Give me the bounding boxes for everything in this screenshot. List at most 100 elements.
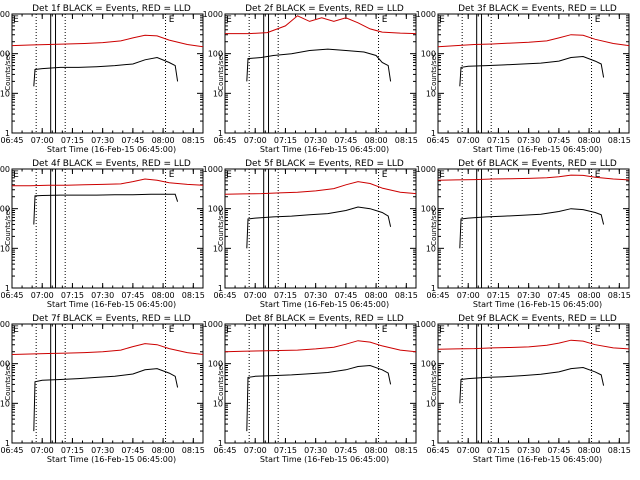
x-axis-label: Start Time (16-Feb-15 06:45:00) <box>47 145 176 154</box>
plot-frame <box>11 323 204 444</box>
y-tick-label: 10 <box>426 89 436 98</box>
x-tick-label: 06:45 <box>426 136 449 145</box>
y-tick-label: 1 <box>218 439 223 448</box>
x-tick-label: 07:00 <box>457 136 480 145</box>
x-axis-label: Start Time (16-Feb-15 06:45:00) <box>473 300 602 309</box>
x-tick-label: 07:00 <box>244 291 267 300</box>
plot-title: Det 5f BLACK = Events, RED = LLD <box>245 159 404 169</box>
detector-plot-7: Det 7f BLACK = Events, RED = LLD 06:45 07:… <box>0 314 205 464</box>
x-tick-label: 07:15 <box>274 136 297 145</box>
y-tick-label: 1000 <box>203 10 223 19</box>
x-tick-label: 07:00 <box>457 291 480 300</box>
x-axis-label: Start Time (16-Feb-15 06:45:00) <box>260 300 389 309</box>
y-tick-label: 10 <box>0 244 10 253</box>
x-tick-label: 07:30 <box>517 446 540 455</box>
y-tick-label: 10 <box>426 244 436 253</box>
series-line-lld <box>11 343 204 355</box>
series-line-events <box>33 368 179 432</box>
e-marker: E <box>13 170 19 180</box>
y-tick-label: 1000 <box>416 320 436 329</box>
y-tick-label: 100 <box>208 205 223 214</box>
e-marker: E <box>13 15 19 25</box>
series-line-lld <box>224 181 417 195</box>
e-marker: E <box>169 15 175 25</box>
x-tick-label: 06:45 <box>426 291 449 300</box>
y-tick-label: 10 <box>0 89 10 98</box>
x-tick-label: 08:15 <box>182 136 205 145</box>
y-tick-label: 1 <box>431 284 436 293</box>
e-marker: E <box>169 325 175 335</box>
x-tick-label: 07:00 <box>244 136 267 145</box>
plot-frame <box>11 13 204 134</box>
x-axis-label: Start Time (16-Feb-15 06:45:00) <box>473 145 602 154</box>
x-tick-label: 07:15 <box>61 136 84 145</box>
x-tick-label: 07:30 <box>91 291 114 300</box>
e-marker: E <box>595 325 601 335</box>
plot-title: Det 2f BLACK = Events, RED = LLD <box>245 4 404 14</box>
y-tick-label: 100 <box>0 50 10 59</box>
plot-title: Det 1f BLACK = Events, RED = LLD <box>32 4 191 14</box>
plot-title: Det 4f BLACK = Events, RED = LLD <box>32 159 191 169</box>
y-axis-label: Counts/sec <box>430 52 438 91</box>
y-tick-label: 100 <box>421 50 436 59</box>
detector-plot-5: Det 5f BLACK = Events, RED = LLD 06:45 07:… <box>203 159 418 309</box>
x-tick-label: 06:45 <box>0 136 23 145</box>
x-tick-label: 07:45 <box>547 446 570 455</box>
y-tick-label: 1 <box>5 284 10 293</box>
x-tick-label: 07:45 <box>334 291 357 300</box>
x-tick-label: 06:45 <box>213 446 236 455</box>
x-tick-label: 07:30 <box>517 291 540 300</box>
x-tick-label: 07:45 <box>547 136 570 145</box>
y-axis-label: Counts/sec <box>4 362 12 401</box>
plot-title: Det 8f BLACK = Events, RED = LLD <box>245 314 404 324</box>
y-tick-label: 100 <box>0 360 10 369</box>
y-tick-label: 1000 <box>203 320 223 329</box>
x-axis-label: Start Time (16-Feb-15 06:45:00) <box>473 455 602 464</box>
x-tick-label: 07:45 <box>334 446 357 455</box>
series-line-events <box>246 364 392 432</box>
y-axis-label: Counts/sec <box>217 207 225 246</box>
x-tick-label: 07:00 <box>457 446 480 455</box>
x-tick-label: 07:30 <box>304 136 327 145</box>
y-axis-label: Counts/sec <box>217 362 225 401</box>
series-line-lld <box>225 15 417 35</box>
series-line-lld <box>437 339 630 350</box>
x-tick-label: 08:15 <box>182 446 205 455</box>
x-tick-label: 08:15 <box>608 291 631 300</box>
x-tick-label: 08:15 <box>395 446 418 455</box>
y-axis-label: Counts/sec <box>430 207 438 246</box>
x-tick-label: 08:00 <box>152 446 175 455</box>
e-marker: E <box>382 325 388 335</box>
x-tick-label: 07:00 <box>244 446 267 455</box>
x-tick-label: 08:15 <box>395 291 418 300</box>
y-tick-label: 10 <box>213 89 223 98</box>
e-marker: E <box>226 15 232 25</box>
series-line-events <box>33 193 179 225</box>
x-tick-label: 07:30 <box>91 136 114 145</box>
series-line-lld <box>437 34 630 48</box>
e-marker: E <box>382 170 388 180</box>
y-tick-label: 10 <box>426 399 436 408</box>
x-tick-label: 08:00 <box>578 291 601 300</box>
detector-plot-2: Det 2f BLACK = Events, RED = LLD 06:45 07:… <box>203 4 418 154</box>
series-line-events <box>459 366 605 404</box>
x-tick-label: 08:00 <box>365 136 388 145</box>
x-tick-label: 08:15 <box>182 291 205 300</box>
x-axis-label: Start Time (16-Feb-15 06:45:00) <box>260 145 389 154</box>
x-tick-label: 07:30 <box>304 446 327 455</box>
series-line-lld <box>224 340 417 353</box>
series-line-lld <box>437 174 630 181</box>
x-tick-label: 07:45 <box>121 291 144 300</box>
x-tick-label: 07:15 <box>61 291 84 300</box>
x-tick-label: 08:00 <box>578 136 601 145</box>
plot-title: Det 9f BLACK = Events, RED = LLD <box>458 314 617 324</box>
y-tick-label: 100 <box>421 205 436 214</box>
y-tick-label: 1000 <box>416 10 436 19</box>
x-tick-label: 07:00 <box>31 136 54 145</box>
e-marker: E <box>226 170 232 180</box>
plot-frame <box>11 168 204 289</box>
x-tick-label: 07:30 <box>517 136 540 145</box>
y-tick-label: 100 <box>208 50 223 59</box>
series-line-lld <box>12 178 204 187</box>
y-tick-label: 1 <box>218 284 223 293</box>
